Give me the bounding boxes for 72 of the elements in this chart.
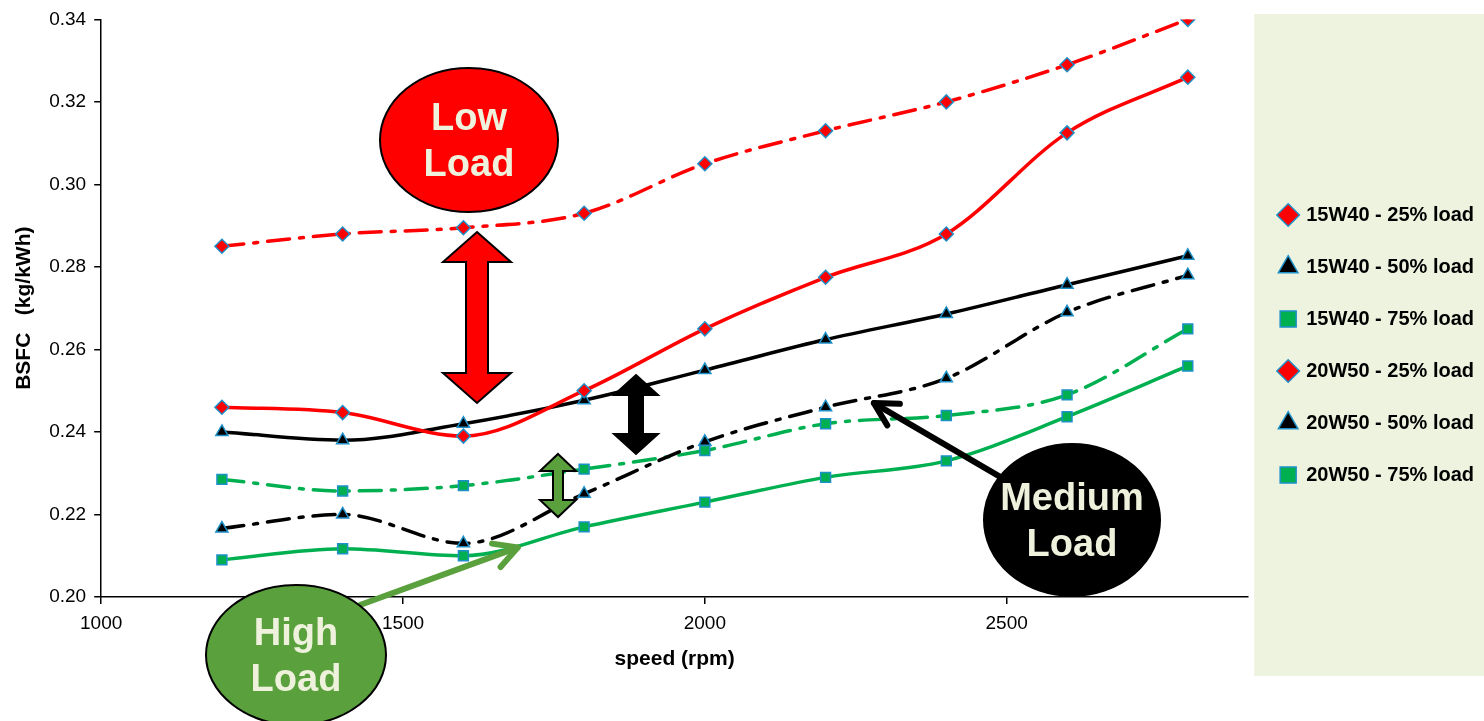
point <box>455 428 472 444</box>
point <box>818 331 833 344</box>
point <box>818 399 833 412</box>
point <box>939 370 954 383</box>
point <box>1182 360 1194 372</box>
point <box>699 496 711 508</box>
x-tick-label: 2500 <box>985 611 1028 633</box>
point <box>940 409 953 422</box>
annotation: Low Load <box>423 96 515 184</box>
y-tick-label: 0.26 <box>49 337 87 359</box>
point <box>577 486 591 499</box>
point <box>817 269 834 286</box>
point <box>456 415 471 428</box>
point <box>1180 69 1196 85</box>
point <box>1060 276 1074 289</box>
point <box>214 399 230 415</box>
point <box>216 473 228 486</box>
x-tick-label: 2000 <box>683 611 726 633</box>
point <box>1061 389 1073 401</box>
point <box>576 382 592 399</box>
y-tick-label: 0.32 <box>49 90 87 112</box>
x-axis-title: speed (rpm) <box>614 646 735 670</box>
y-tick-label: 0.24 <box>49 420 87 442</box>
point <box>1061 411 1073 423</box>
y-tick-label: 0.34 <box>49 7 87 29</box>
x-tick-label: 1500 <box>381 611 425 633</box>
point <box>455 220 472 236</box>
point <box>576 205 592 222</box>
point <box>215 424 229 437</box>
y-tick-label: 0.30 <box>49 172 87 194</box>
point <box>215 520 229 533</box>
point <box>336 485 349 497</box>
point <box>817 123 834 139</box>
annotation: Medium Load <box>1000 476 1144 564</box>
point <box>214 238 230 255</box>
point <box>1180 248 1195 261</box>
legend-label: 15W40 - 75% load <box>1306 306 1474 329</box>
y-axis-title: BSFC (kg/kWh) <box>11 226 35 390</box>
legend-label: 20W50 - 50% load <box>1306 410 1474 433</box>
point <box>938 94 955 110</box>
y-tick-label: 0.22 <box>49 502 87 524</box>
legend-label: 20W50 - 75% load <box>1306 462 1474 485</box>
x-tick-label: 1000 <box>80 611 123 633</box>
point <box>819 471 832 484</box>
point <box>819 418 832 430</box>
point <box>334 226 351 242</box>
point <box>698 362 712 375</box>
annotation: High Load <box>250 611 342 699</box>
point <box>940 455 953 467</box>
point <box>1059 125 1075 141</box>
point <box>1060 304 1074 317</box>
point <box>578 521 590 533</box>
point <box>334 404 351 421</box>
legend-label: 15W40 - 50% load <box>1306 254 1474 277</box>
point <box>336 543 349 555</box>
point <box>1180 267 1195 280</box>
legend-label: 15W40 - 25% load <box>1306 202 1474 225</box>
point <box>697 321 713 337</box>
point <box>1059 57 1075 73</box>
point <box>335 506 350 519</box>
point <box>578 463 590 475</box>
point <box>698 434 712 447</box>
legend-label: 20W50 - 25% load <box>1306 358 1474 381</box>
point <box>216 554 228 566</box>
point <box>938 226 955 242</box>
y-tick-label: 0.28 <box>49 255 87 277</box>
point <box>335 432 350 445</box>
point <box>457 479 470 492</box>
y-tick-label: 0.20 <box>49 585 87 607</box>
point <box>939 306 954 319</box>
point <box>697 156 713 172</box>
point <box>1182 323 1194 335</box>
